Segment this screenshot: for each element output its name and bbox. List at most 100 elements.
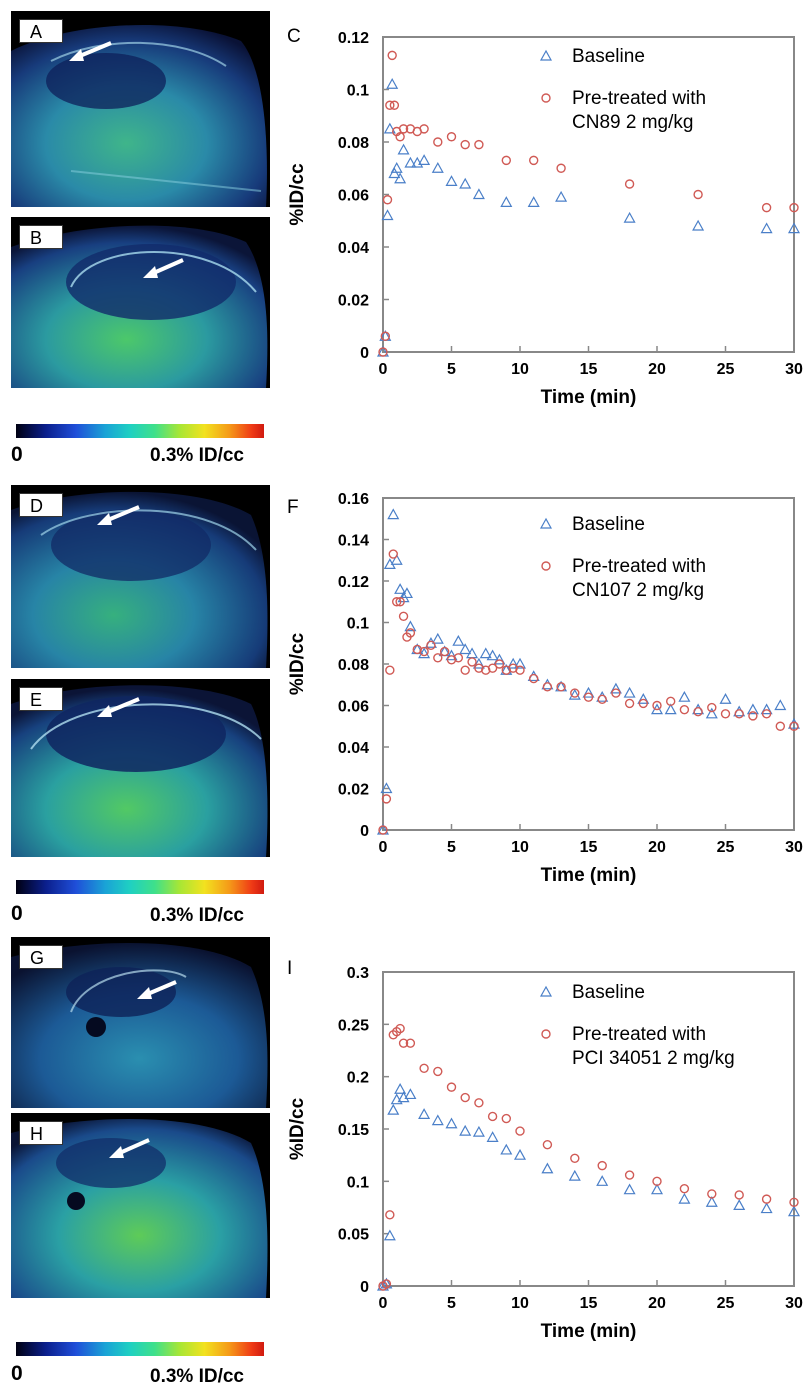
pretreated-point xyxy=(405,628,416,638)
legend-label-line: Baseline xyxy=(572,46,645,67)
pretreated-point xyxy=(446,132,457,142)
image-panel-d: D xyxy=(11,485,270,668)
legend-label-line: PCI 34051 2 mg/kg xyxy=(572,1048,735,1069)
y-tick-label: 0.06 xyxy=(338,188,369,205)
pretreated-point xyxy=(501,1113,512,1124)
baseline-point xyxy=(493,653,506,665)
pretreated-point xyxy=(382,195,393,205)
pretreated-point xyxy=(433,137,443,147)
pretreated-point xyxy=(467,657,477,667)
image-panel-e: E xyxy=(11,679,270,857)
y-tick-label: 0 xyxy=(360,1279,369,1296)
x-tick-label: 15 xyxy=(580,361,598,378)
pretreated-point xyxy=(453,653,464,663)
colorbar xyxy=(16,880,264,894)
baseline-point xyxy=(787,1205,801,1217)
baseline-point xyxy=(746,703,759,715)
pretreated-point xyxy=(638,698,648,709)
baseline-point xyxy=(459,1124,472,1136)
panel-label: E xyxy=(19,687,63,711)
pretreated-point xyxy=(398,1038,409,1048)
colorbar-max-label: 0.3% ID/cc xyxy=(150,905,244,926)
pretreated-point xyxy=(433,653,443,663)
baseline-point xyxy=(431,632,444,644)
chart-panel-letter: C xyxy=(287,26,301,47)
baseline-point xyxy=(404,1088,417,1100)
legend-label-line: Baseline xyxy=(572,514,645,535)
baseline-point xyxy=(527,196,540,207)
pretreated-point xyxy=(720,709,731,719)
pretreated-point xyxy=(398,124,409,134)
y-axis-label: %ID/cc xyxy=(287,163,308,226)
pretreated-point xyxy=(624,698,635,709)
legend-marker xyxy=(541,561,551,571)
pretreated-point xyxy=(385,665,395,675)
pretreated-point xyxy=(679,704,690,715)
pretreated-point xyxy=(734,1190,744,1200)
x-tick-label: 20 xyxy=(648,1295,666,1312)
baseline-point xyxy=(390,1093,403,1105)
baseline-point xyxy=(400,587,413,599)
pretreated-point xyxy=(761,1194,772,1204)
x-tick-label: 25 xyxy=(717,361,735,378)
baseline-point xyxy=(486,1131,499,1142)
pretreated-point xyxy=(460,1092,470,1103)
pet-image-h xyxy=(11,1119,268,1298)
pretreated-point xyxy=(391,597,402,607)
baseline-point xyxy=(431,162,444,173)
colorbar-min-label: 0 xyxy=(11,443,23,466)
image-panel-a: A xyxy=(11,11,270,207)
pretreated-point xyxy=(528,673,539,684)
pretreated-point xyxy=(395,1023,405,1034)
legend-marker xyxy=(539,49,553,61)
x-axis-label: Time (min) xyxy=(541,387,637,408)
pretreated-point xyxy=(388,549,398,559)
pretreated-point xyxy=(419,646,429,657)
y-tick-label: 0.02 xyxy=(338,293,369,310)
chart-panel-letter: I xyxy=(287,958,293,979)
baseline-point xyxy=(609,682,622,694)
pretreated-point xyxy=(556,682,566,692)
x-tick-label: 20 xyxy=(648,361,666,378)
pretreated-point xyxy=(624,179,635,189)
baseline-point xyxy=(383,122,396,134)
image-panel-h: H xyxy=(11,1113,270,1298)
baseline-point xyxy=(418,154,431,165)
legend-label-line: Pre-treated with xyxy=(572,88,706,109)
pretreated-point xyxy=(624,1170,635,1180)
baseline-point xyxy=(418,647,431,659)
baseline-point xyxy=(404,156,417,168)
baseline-point xyxy=(394,172,407,184)
baseline-point xyxy=(397,143,410,155)
colorbar-min-label: 0 xyxy=(11,902,23,925)
baseline-point xyxy=(394,583,407,594)
pretreated-point xyxy=(611,688,621,698)
baseline-point xyxy=(787,222,801,234)
baseline-point xyxy=(664,703,677,715)
baseline-point xyxy=(541,1162,554,1174)
pretreated-point xyxy=(761,709,772,719)
pretreated-point xyxy=(542,682,553,692)
baseline-point xyxy=(387,1103,400,1115)
x-tick-label: 30 xyxy=(785,361,803,378)
y-tick-label: 0.08 xyxy=(338,657,369,674)
baseline-point xyxy=(650,1183,664,1195)
x-axis-label: Time (min) xyxy=(541,1321,637,1342)
baseline-point xyxy=(452,634,465,646)
y-tick-label: 0.06 xyxy=(338,699,369,716)
legend-label: Pre-treated with CN89 2 mg/kg xyxy=(572,88,706,133)
y-tick-label: 0 xyxy=(360,823,369,840)
pretreated-point xyxy=(528,155,539,166)
baseline-point xyxy=(500,1143,513,1155)
pretreated-point xyxy=(789,721,799,731)
baseline-point xyxy=(388,167,401,179)
y-tick-label: 0.2 xyxy=(347,1070,369,1087)
pet-image-g xyxy=(11,943,268,1108)
x-tick-label: 5 xyxy=(447,361,456,378)
baseline-point xyxy=(568,688,581,700)
pretreated-point xyxy=(378,347,388,357)
panel-label: H xyxy=(19,1121,63,1145)
baseline-point xyxy=(479,647,492,659)
colorbar xyxy=(16,1342,264,1356)
y-tick-label: 0.14 xyxy=(338,533,369,550)
